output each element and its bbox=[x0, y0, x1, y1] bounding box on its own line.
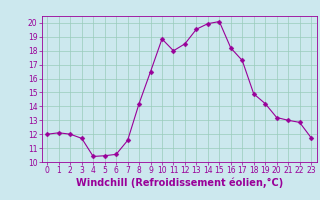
X-axis label: Windchill (Refroidissement éolien,°C): Windchill (Refroidissement éolien,°C) bbox=[76, 178, 283, 188]
